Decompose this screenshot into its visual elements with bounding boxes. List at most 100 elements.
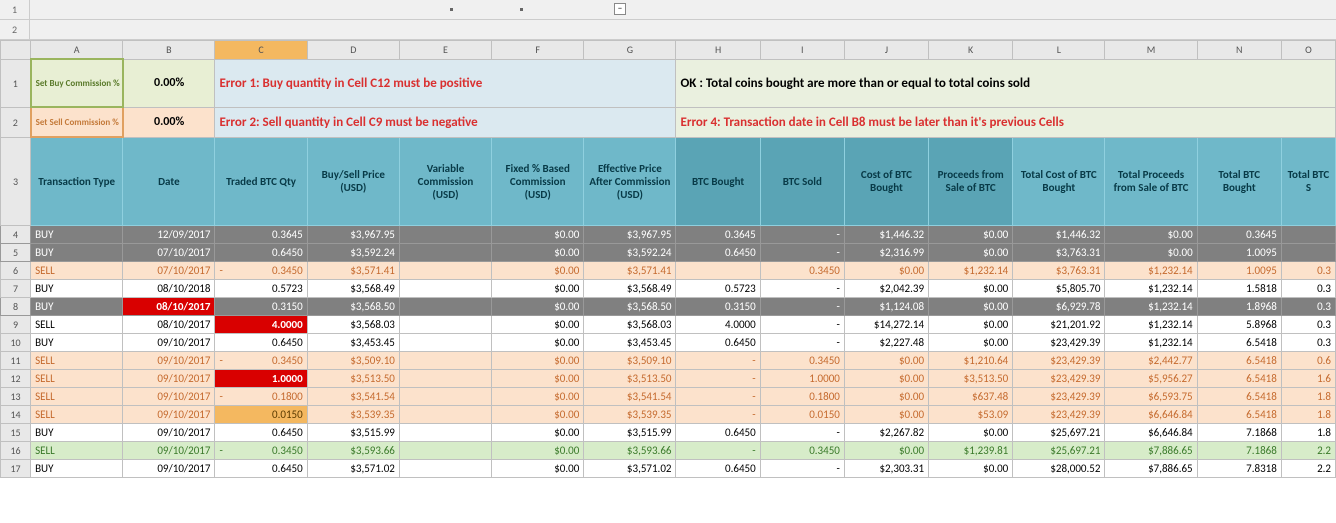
- cell-var-commission[interactable]: [399, 459, 491, 477]
- cell-total-cost[interactable]: $1,446.32: [1013, 225, 1105, 243]
- cell-fixed-commission[interactable]: $0.00: [492, 459, 584, 477]
- cell-total-proceeds[interactable]: $7,886.65: [1105, 459, 1197, 477]
- cell-effective-price[interactable]: $3,568.03: [584, 315, 676, 333]
- cell-type[interactable]: SELL: [31, 387, 123, 405]
- cell-total-cost[interactable]: $5,805.70: [1013, 279, 1105, 297]
- cell-var-commission[interactable]: [399, 225, 491, 243]
- cell-btc-sold[interactable]: 1.0000: [760, 369, 844, 387]
- cell-btc-sold[interactable]: -: [760, 243, 844, 261]
- cell-cost[interactable]: $2,042.39: [844, 279, 928, 297]
- cell-total-proceeds[interactable]: $6,593.75: [1105, 387, 1197, 405]
- cell-date[interactable]: 09/10/2017: [123, 351, 215, 369]
- cell-date[interactable]: 08/10/2018: [123, 279, 215, 297]
- cell-total-sold[interactable]: 0.3: [1281, 261, 1335, 279]
- cell-qty[interactable]: 0.0150: [215, 405, 307, 423]
- cell-total-proceeds[interactable]: $1,232.14: [1105, 261, 1197, 279]
- cell-total-bought[interactable]: 1.0095: [1197, 243, 1281, 261]
- cell-total-cost[interactable]: $23,429.39: [1013, 333, 1105, 351]
- row-header[interactable]: 5: [1, 243, 31, 261]
- col-header[interactable]: K: [929, 41, 1013, 60]
- cell-btc-bought[interactable]: 0.3150: [676, 297, 760, 315]
- cell-btc-bought[interactable]: -: [676, 441, 760, 459]
- cell-total-bought[interactable]: 1.5818: [1197, 279, 1281, 297]
- cell-total-proceeds[interactable]: $1,232.14: [1105, 315, 1197, 333]
- cell-type[interactable]: SELL: [31, 261, 123, 279]
- row-header[interactable]: 4: [1, 225, 31, 243]
- cell-proceeds[interactable]: $0.00: [929, 225, 1013, 243]
- cell-total-proceeds[interactable]: $2,442.77: [1105, 351, 1197, 369]
- cell-total-proceeds[interactable]: $1,232.14: [1105, 333, 1197, 351]
- cell-qty[interactable]: 0.3645: [215, 225, 307, 243]
- cell-total-cost[interactable]: $21,201.92: [1013, 315, 1105, 333]
- cell-total-bought[interactable]: 7.1868: [1197, 441, 1281, 459]
- cell-proceeds[interactable]: $0.00: [929, 279, 1013, 297]
- cell-btc-bought[interactable]: 0.6450: [676, 459, 760, 477]
- row-header[interactable]: 7: [1, 279, 31, 297]
- cell-total-cost[interactable]: $23,429.39: [1013, 405, 1105, 423]
- cell-total-sold[interactable]: 2.2: [1281, 441, 1335, 459]
- cell-type[interactable]: BUY: [31, 225, 123, 243]
- cell-var-commission[interactable]: [399, 387, 491, 405]
- cell-total-sold[interactable]: 1.8: [1281, 387, 1335, 405]
- cell-var-commission[interactable]: [399, 441, 491, 459]
- cell-type[interactable]: BUY: [31, 459, 123, 477]
- cell-fixed-commission[interactable]: $0.00: [492, 423, 584, 441]
- select-all-cell[interactable]: [1, 41, 31, 60]
- cell-btc-sold[interactable]: 0.3450: [760, 261, 844, 279]
- col-header[interactable]: O: [1281, 41, 1335, 60]
- cell-total-bought[interactable]: 7.8318: [1197, 459, 1281, 477]
- cell-total-proceeds[interactable]: $0.00: [1105, 243, 1197, 261]
- cell-btc-bought[interactable]: 0.6450: [676, 423, 760, 441]
- cell-date[interactable]: 12/09/2017: [123, 225, 215, 243]
- cell-var-commission[interactable]: [399, 297, 491, 315]
- cell-total-cost[interactable]: $25,697.21: [1013, 441, 1105, 459]
- cell-price[interactable]: $3,539.35: [307, 405, 399, 423]
- header-cell[interactable]: Proceeds from Sale of BTC: [929, 137, 1013, 225]
- cell-fixed-commission[interactable]: $0.00: [492, 405, 584, 423]
- header-cell[interactable]: Fixed % Based Commission (USD): [492, 137, 584, 225]
- cell-var-commission[interactable]: [399, 333, 491, 351]
- cell-price[interactable]: $3,571.41: [307, 261, 399, 279]
- row-header[interactable]: 15: [1, 423, 31, 441]
- cell-qty[interactable]: 4.0000: [215, 315, 307, 333]
- cell-type[interactable]: BUY: [31, 333, 123, 351]
- cell-qty[interactable]: -0.3450: [215, 261, 307, 279]
- cell-fixed-commission[interactable]: $0.00: [492, 225, 584, 243]
- cell-btc-bought[interactable]: -: [676, 351, 760, 369]
- cell-cost[interactable]: $0.00: [844, 369, 928, 387]
- cell-effective-price[interactable]: $3,592.24: [584, 243, 676, 261]
- cell-btc-bought[interactable]: -: [676, 405, 760, 423]
- cell-total-bought[interactable]: 6.5418: [1197, 387, 1281, 405]
- cell-btc-bought[interactable]: [676, 261, 760, 279]
- cell-total-proceeds[interactable]: $0.00: [1105, 225, 1197, 243]
- cell-btc-sold[interactable]: 0.3450: [760, 441, 844, 459]
- col-header[interactable]: I: [760, 41, 844, 60]
- cell-effective-price[interactable]: $3,967.95: [584, 225, 676, 243]
- cell-proceeds[interactable]: $0.00: [929, 297, 1013, 315]
- cell-qty[interactable]: -0.3450: [215, 351, 307, 369]
- cell-cost[interactable]: $2,316.99: [844, 243, 928, 261]
- col-header[interactable]: L: [1013, 41, 1105, 60]
- cell-btc-sold[interactable]: -: [760, 333, 844, 351]
- cell-qty[interactable]: 0.6450: [215, 243, 307, 261]
- cell-price[interactable]: $3,568.50: [307, 297, 399, 315]
- row-header[interactable]: 9: [1, 315, 31, 333]
- cell-qty[interactable]: 1.0000: [215, 369, 307, 387]
- cell-var-commission[interactable]: [399, 279, 491, 297]
- cell-date[interactable]: 07/10/2017: [123, 243, 215, 261]
- cell-qty[interactable]: -0.3450: [215, 441, 307, 459]
- cell-total-proceeds[interactable]: $5,956.27: [1105, 369, 1197, 387]
- cell-proceeds[interactable]: $3,513.50: [929, 369, 1013, 387]
- cell-btc-bought[interactable]: -: [676, 369, 760, 387]
- cell-total-bought[interactable]: 6.5418: [1197, 351, 1281, 369]
- cell-total-proceeds[interactable]: $1,232.14: [1105, 279, 1197, 297]
- header-cell[interactable]: Variable Commission (USD): [399, 137, 491, 225]
- row-header[interactable]: 14: [1, 405, 31, 423]
- spreadsheet[interactable]: A B C D E F G H I J K L M N O 1 Set Buy …: [0, 40, 1336, 478]
- row-header[interactable]: 16: [1, 441, 31, 459]
- cell-total-bought[interactable]: 6.5418: [1197, 369, 1281, 387]
- header-cell[interactable]: BTC Bought: [676, 137, 760, 225]
- cell-proceeds[interactable]: $1,239.81: [929, 441, 1013, 459]
- cell-type[interactable]: SELL: [31, 441, 123, 459]
- col-header[interactable]: C: [215, 41, 307, 60]
